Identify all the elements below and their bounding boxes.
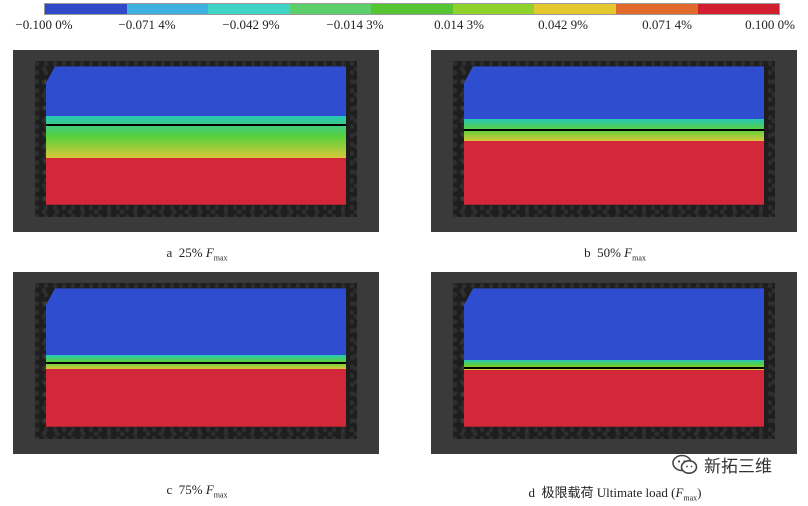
caption-d: d 极限载荷 Ultimate load (Fmax) — [528, 485, 702, 503]
strain-region-positive — [45, 157, 347, 205]
scale-label: 0.014 3% — [434, 17, 484, 32]
neutral-axis-line — [45, 361, 347, 364]
scale-label: −0.100 0% — [15, 17, 73, 32]
strain-region-transition — [463, 360, 765, 370]
strain-region-transition — [45, 354, 347, 369]
scale-label: 0.071 4% — [642, 17, 692, 32]
neutral-axis-line — [45, 124, 347, 127]
color-scale-bar — [44, 3, 780, 15]
neutral-axis-line — [463, 367, 765, 370]
color-scale-labels: −0.100 0% −0.071 4% −0.042 9% −0.014 3% 0.01… — [0, 17, 808, 35]
scale-label: 0.042 9% — [538, 17, 588, 32]
watermark-text: 新拓三维 — [704, 457, 772, 477]
strain-field — [463, 288, 765, 427]
strain-field — [45, 288, 347, 427]
scale-label: −0.042 9% — [222, 17, 280, 32]
strain-region-negative — [45, 288, 347, 355]
scale-label: −0.014 3% — [326, 17, 384, 32]
strain-region-negative — [463, 66, 765, 119]
neutral-axis-line — [463, 128, 765, 131]
scale-segment — [534, 4, 616, 14]
strain-field — [463, 66, 765, 205]
scale-label: −0.071 4% — [118, 17, 176, 32]
watermark: 新拓三维 — [672, 452, 772, 477]
strain-region-negative — [463, 288, 765, 361]
scale-segment — [371, 4, 453, 14]
scale-segment — [208, 4, 290, 14]
strain-region-positive — [463, 369, 765, 427]
strain-panel-b — [431, 50, 797, 232]
strain-region-negative — [45, 66, 347, 117]
strain-field — [45, 66, 347, 205]
strain-region-transition — [45, 116, 347, 158]
scale-segment — [45, 4, 127, 14]
caption-a: a 25% Fmax — [166, 245, 228, 263]
caption-c: c 75% Fmax — [166, 482, 228, 500]
strain-panel-c — [13, 272, 379, 454]
strain-region-positive — [463, 141, 765, 205]
strain-region-positive — [45, 368, 347, 427]
scale-segment — [289, 4, 372, 14]
strain-panel-a — [13, 50, 379, 232]
scale-segment — [452, 4, 535, 14]
caption-b: b 50% Fmax — [584, 245, 646, 263]
scale-label: 0.100 0% — [745, 17, 795, 32]
scale-segment — [126, 4, 209, 14]
wechat-icon — [672, 454, 698, 476]
scale-segment — [697, 4, 780, 14]
scale-segment — [615, 4, 698, 14]
strain-panel-d — [431, 272, 797, 454]
